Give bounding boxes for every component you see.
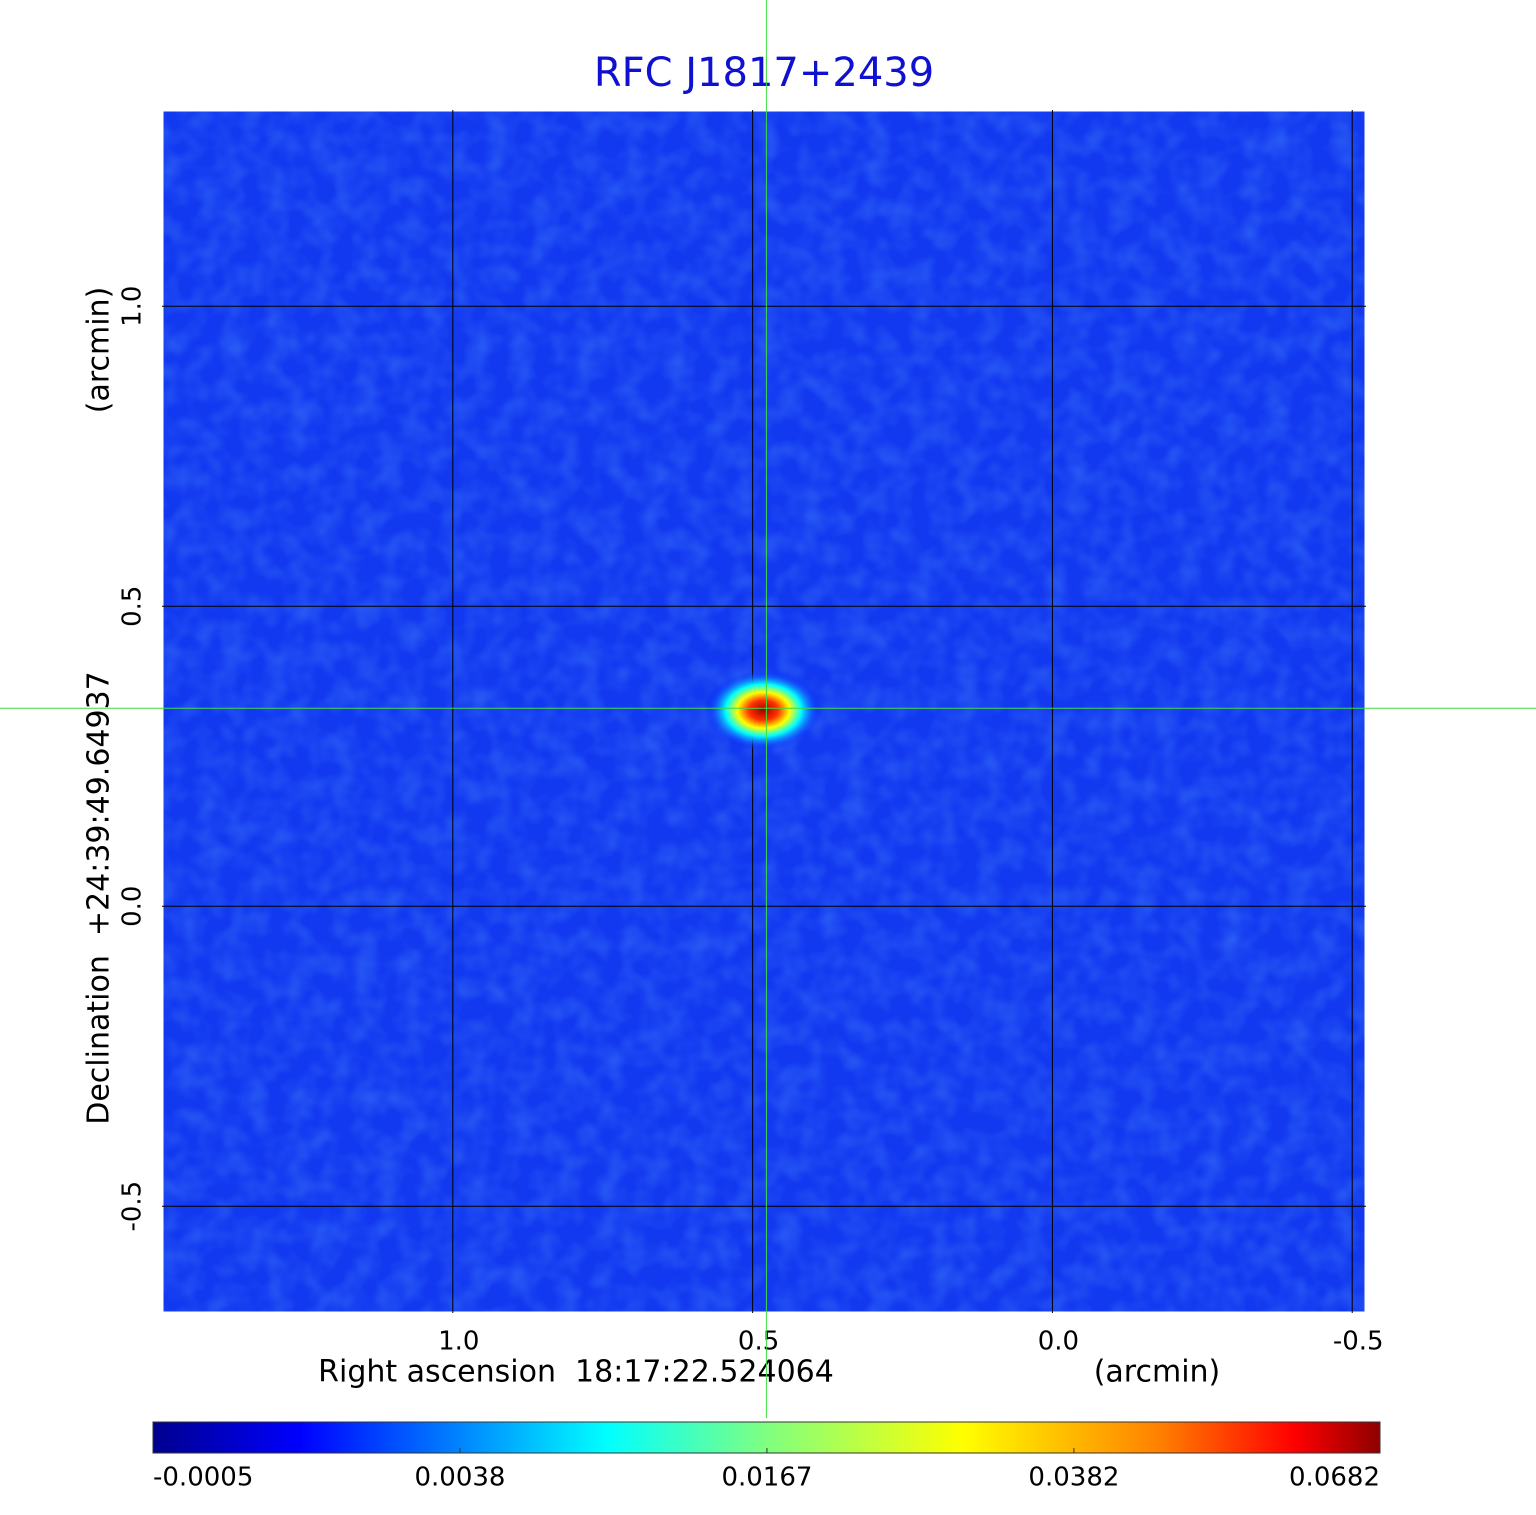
y-tick-label: 0.0 <box>118 886 148 927</box>
y-axis-label: Declination +24:39:49.64937 <box>82 671 117 1125</box>
colorbar-tick-label: 0.0167 <box>721 1463 812 1493</box>
source-blob <box>705 670 822 751</box>
colorbar-tick-label: 0.0682 <box>1289 1463 1380 1493</box>
x-tick-label: 0.0 <box>1038 1327 1079 1357</box>
x-tick-label: -0.5 <box>1333 1327 1384 1357</box>
y-tick-label: 0.5 <box>118 586 148 627</box>
x-axis-label: Right ascension 18:17:22.524064 <box>318 1355 834 1390</box>
x-tick-label: 0.5 <box>738 1327 779 1357</box>
x-tick-label: 1.0 <box>438 1327 479 1357</box>
colorbar-tick-label: -0.0005 <box>153 1463 253 1493</box>
image-border <box>160 108 1368 1315</box>
y-tick-label: 1.0 <box>118 286 148 327</box>
chart-title: RFC J1817+2439 <box>594 50 934 96</box>
colorbar <box>152 1421 1381 1454</box>
y-axis-unit: (arcmin) <box>82 287 117 414</box>
x-axis-unit: (arcmin) <box>1094 1355 1221 1390</box>
colorbar-tick-label: 0.0038 <box>414 1463 505 1493</box>
y-tick-label: -0.5 <box>118 1181 148 1232</box>
colorbar-tick-label: 0.0382 <box>1028 1463 1119 1493</box>
